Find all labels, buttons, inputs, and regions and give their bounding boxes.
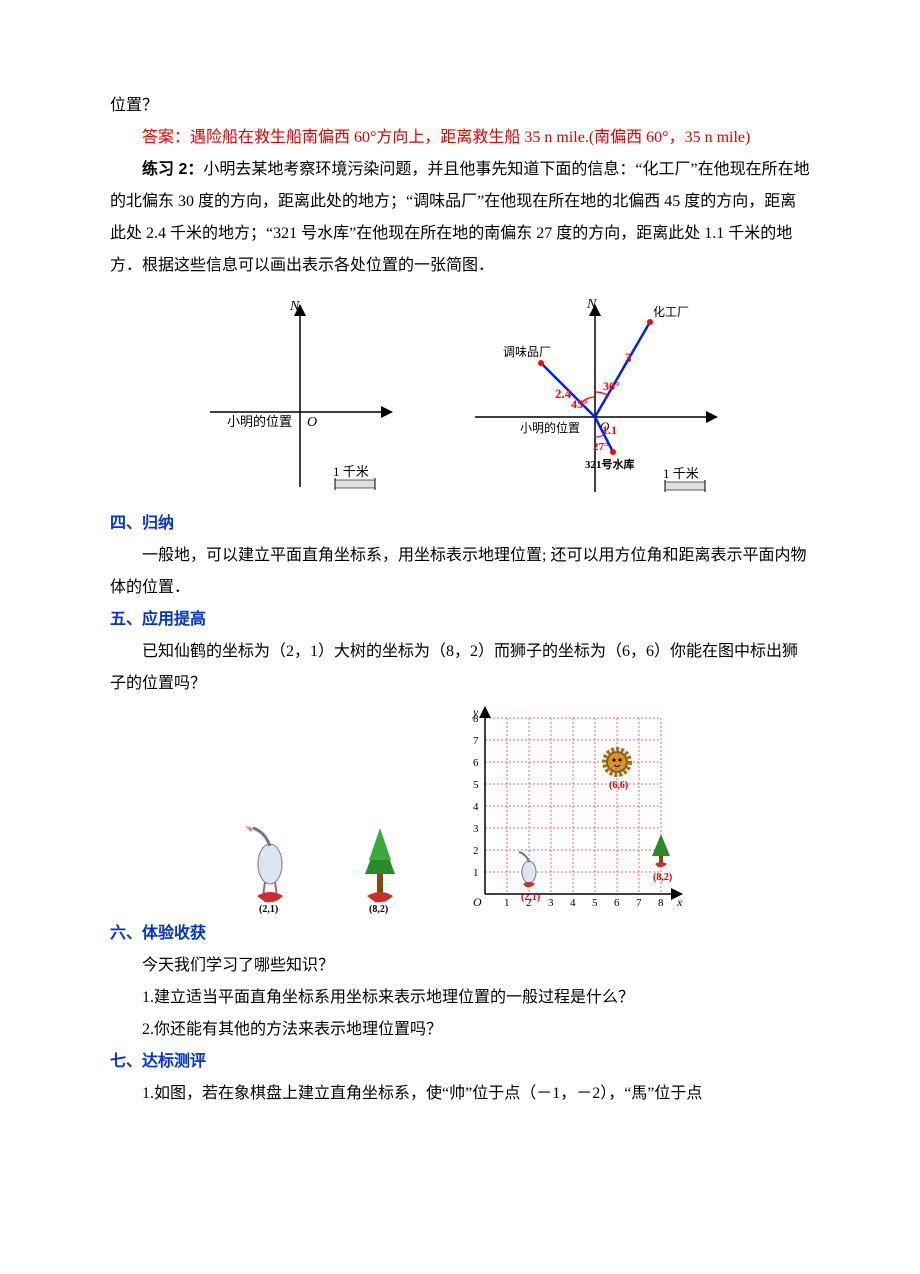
svg-text:8: 8	[473, 713, 479, 725]
d2-angle-27: 27°	[593, 441, 608, 453]
svg-text:3: 3	[473, 823, 479, 835]
section4-body: 一般地，可以建立平面直角坐标系，用坐标表示地理位置; 还可以用方位角和距离表示平…	[110, 540, 810, 604]
svg-text:1: 1	[504, 897, 510, 909]
d2-angle-45: 45°	[571, 397, 588, 411]
svg-text:5: 5	[592, 897, 598, 909]
svg-text:4: 4	[473, 801, 479, 813]
compass-diagram-row: N O 小明的位置 1 千米 N O 小明的位置 化工厂 3 调味品厂 2.4 …	[110, 292, 810, 502]
d2-angle-30: 30°	[603, 379, 620, 393]
d1-o-label: O	[307, 415, 317, 430]
svg-text:7: 7	[636, 897, 642, 909]
section5-title: 五、应用提高	[110, 604, 810, 636]
svg-text:6: 6	[614, 897, 620, 909]
svg-text:3: 3	[548, 897, 554, 909]
d1-n-label: N	[289, 299, 300, 314]
d2-sauce-len: 2.4	[555, 386, 572, 401]
crane-grid-label: (2,1)	[521, 892, 540, 903]
practice2-label: 练习 2：	[142, 161, 203, 178]
section6-q2: 2.你还能有其他的方法来表示地理位置吗？	[110, 1014, 810, 1046]
tree-grid-label: (8,2)	[653, 872, 672, 883]
d2-factory-len: 3	[625, 350, 632, 365]
compass-diagram-annotated: N O 小明的位置 化工厂 3 调味品厂 2.4 321号水库 1.1 30° …	[465, 292, 725, 502]
coord-grid: x y O 12345678 12345678 (2,1) (8,2) (6,6…	[455, 704, 685, 914]
section6-title: 六、体验收获	[110, 918, 810, 950]
d2-sauce-label: 调味品厂	[503, 345, 551, 359]
practice2-text: 小明去某地考察环境污染问题，并且他事先知道下面的信息：“化工厂”在他现在所在地的…	[110, 161, 810, 274]
answer-prefix: 答案：	[142, 129, 190, 146]
section4-title: 四、归纳	[110, 508, 810, 540]
d2-left-label: 小明的位置	[520, 420, 580, 435]
section7-q1: 1.如图，若在象棋盘上建立直角坐标系，使“帅”位于点（－1，－2），“馬”位于点	[110, 1078, 810, 1110]
answer-paragraph: 答案：遇险船在救生船南偏西 60°方向上，距离救生船 35 n mile.(南偏…	[110, 122, 810, 154]
compass-diagram-blank: N O 小明的位置 1 千米	[195, 292, 405, 502]
svg-text:5: 5	[473, 779, 479, 791]
d1-scale-label: 1 千米	[333, 464, 369, 479]
svg-text:8: 8	[658, 897, 664, 909]
d2-reservoir-label: 321号水库	[585, 457, 635, 471]
svg-text:7: 7	[473, 735, 479, 747]
section7-title: 七、达标测评	[110, 1046, 810, 1078]
tree-coord-label: (8,2)	[369, 904, 388, 914]
svg-text:2: 2	[473, 845, 479, 857]
svg-text:1: 1	[473, 867, 479, 879]
svg-text:4: 4	[570, 897, 576, 909]
crane-icon: (2,1)	[235, 824, 305, 914]
section6-q1: 1.建立适当平面直角坐标系用坐标来表示地理位置的一般过程是什么？	[110, 982, 810, 1014]
tree-icon: (8,2)	[345, 824, 415, 914]
practice2-paragraph: 练习 2：小明去某地考察环境污染问题，并且他事先知道下面的信息：“化工厂”在他现…	[110, 154, 810, 282]
svg-text:6: 6	[473, 757, 479, 769]
crane-coord-label: (2,1)	[259, 904, 278, 914]
header-trailing-text: 位置？	[110, 90, 810, 122]
coord-o-label: O	[473, 895, 482, 909]
coord-figure-row: (2,1) (8,2) x y O 12345678 12345678 (2,1…	[110, 704, 810, 914]
d1-left-label: 小明的位置	[227, 414, 292, 429]
d2-scale-label: 1 千米	[663, 466, 699, 481]
section5-body: 已知仙鹤的坐标为（2，1）大树的坐标为（8，2）而狮子的坐标为（6，6）你能在图…	[110, 636, 810, 700]
coord-x-label: x	[676, 895, 683, 909]
section6-intro: 今天我们学习了哪些知识？	[110, 950, 810, 982]
d2-n-label: N	[586, 297, 597, 312]
d2-reservoir-len: 1.1	[602, 423, 617, 437]
answer-text: 遇险船在救生船南偏西 60°方向上，距离救生船 35 n mile.(南偏西 6…	[190, 129, 750, 146]
lion-grid-label: (6,6)	[609, 780, 628, 791]
d2-factory-label: 化工厂	[653, 305, 689, 319]
